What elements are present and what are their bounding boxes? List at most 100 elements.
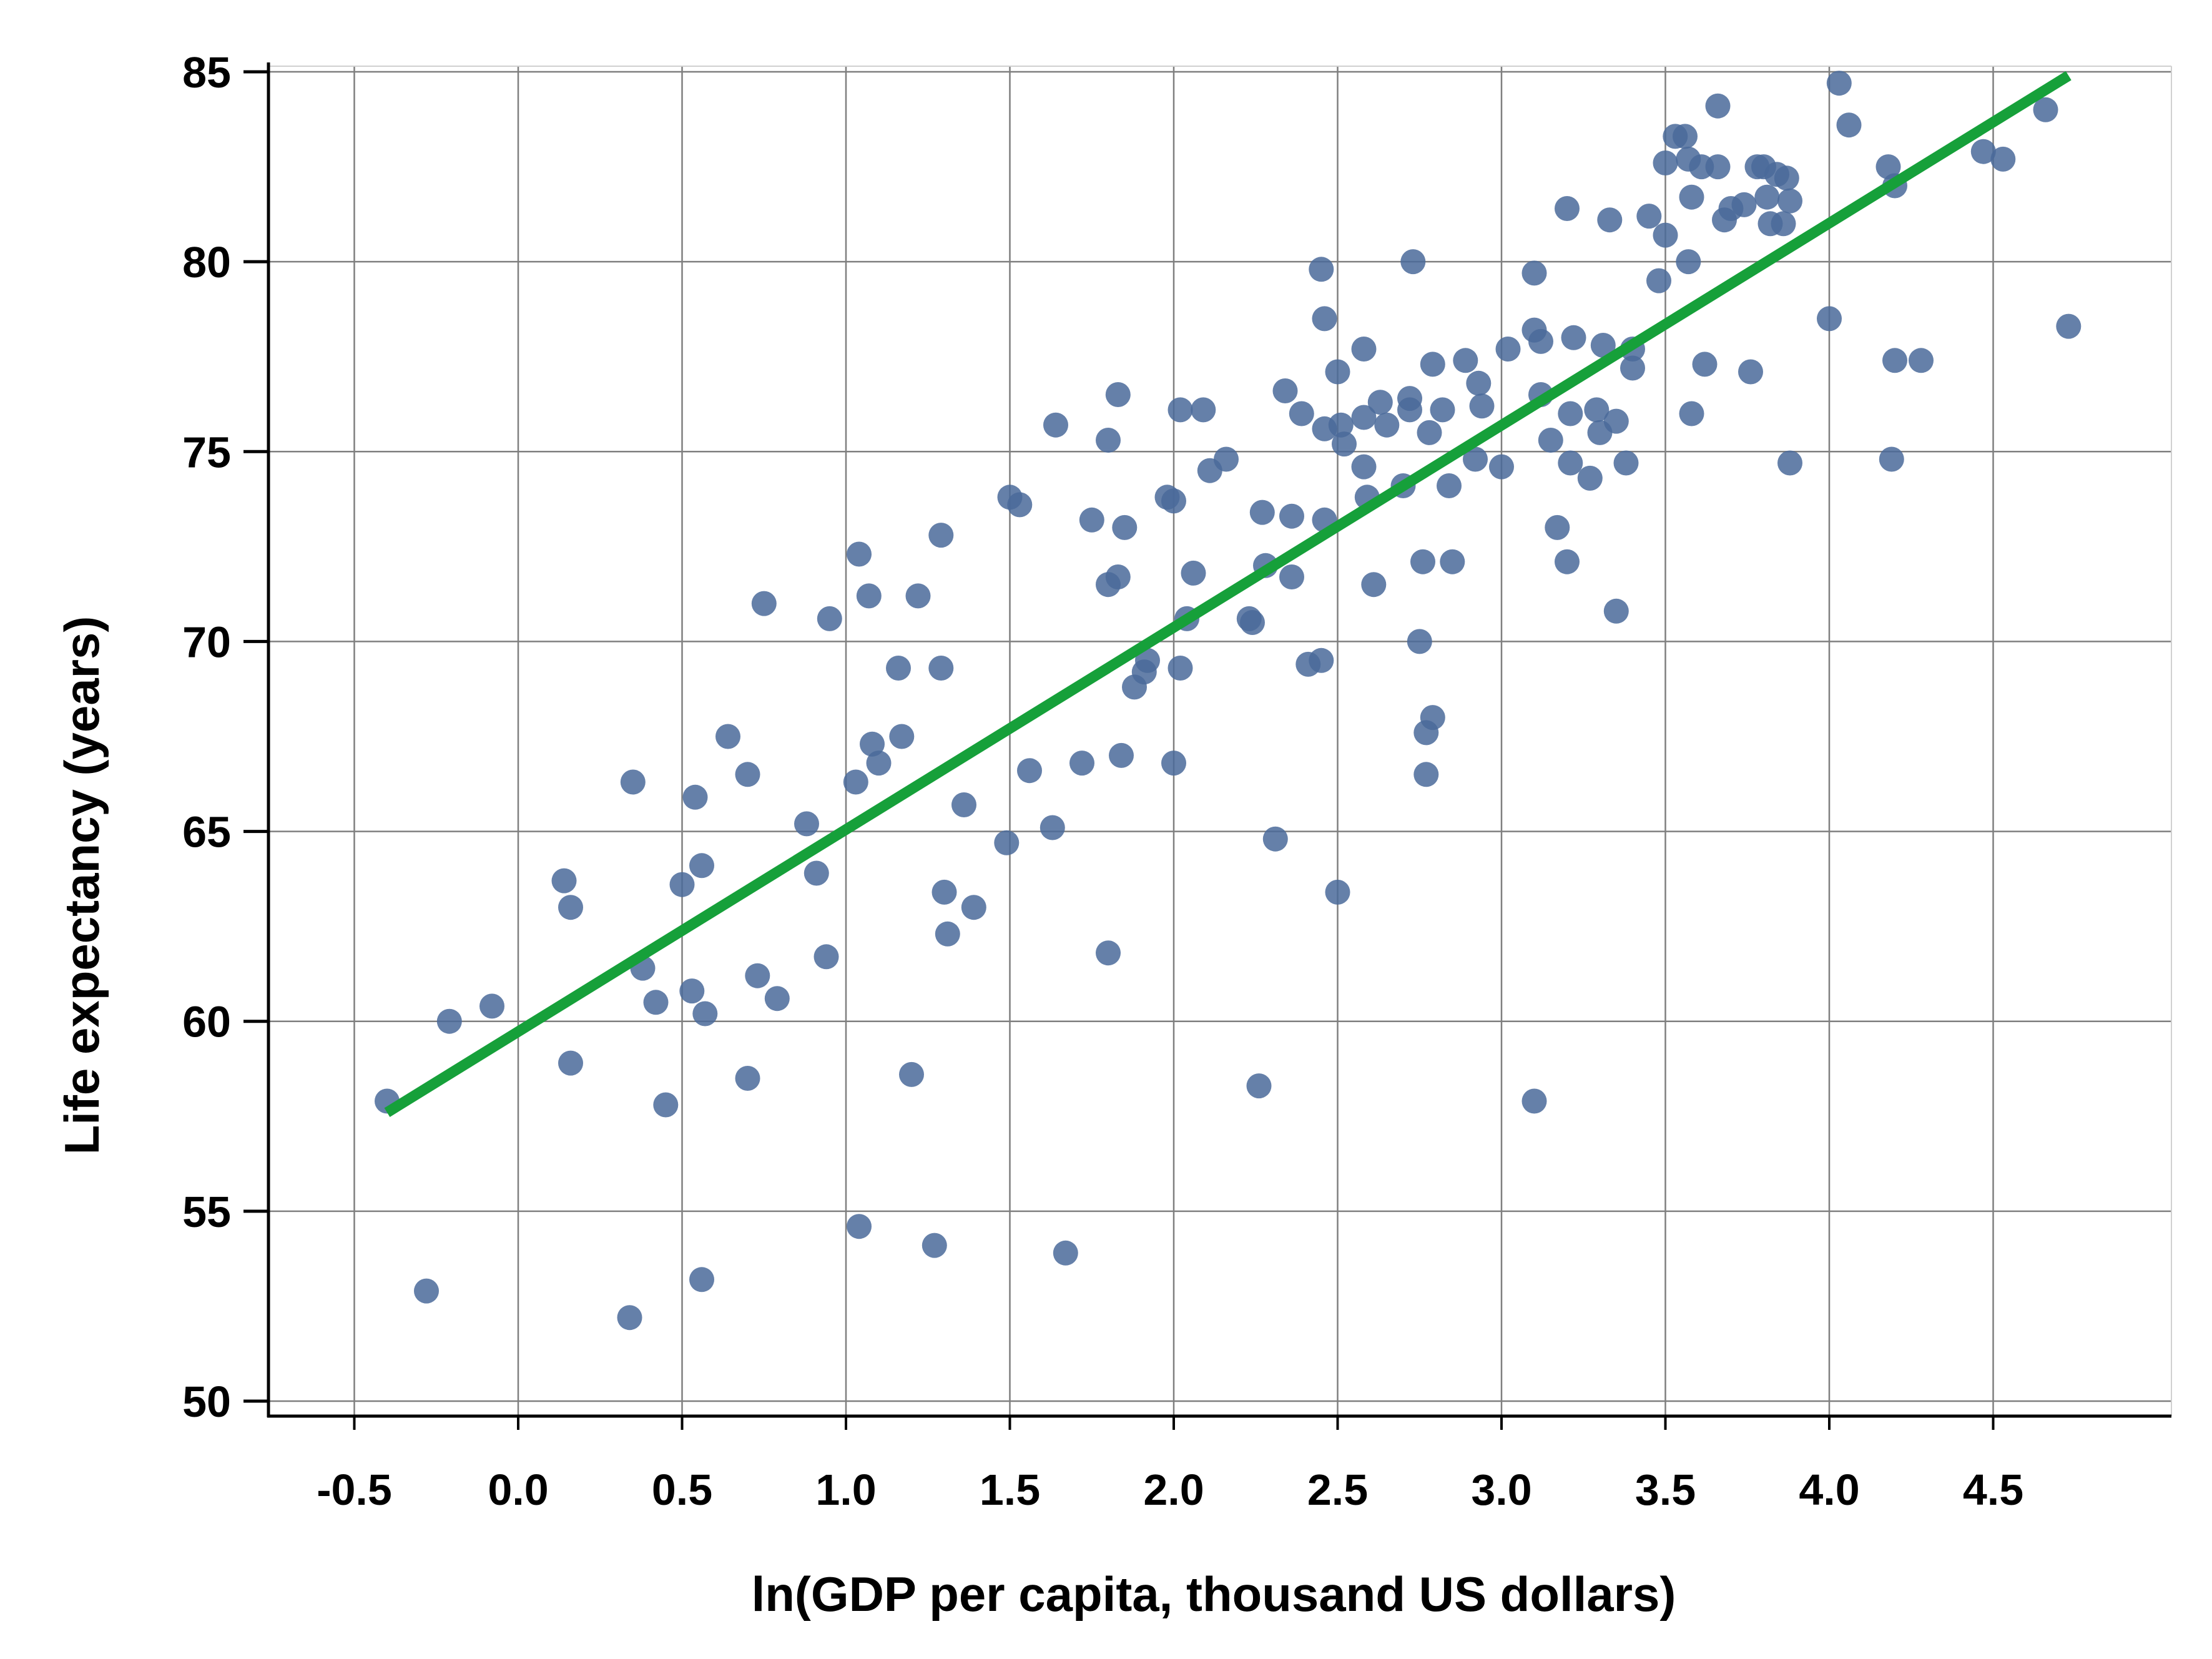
scatter-point xyxy=(1777,450,1802,476)
scatter-point xyxy=(1309,257,1334,282)
scatter-point xyxy=(1430,397,1455,423)
scatter-point xyxy=(1603,598,1629,624)
scatter-point xyxy=(1875,154,1901,180)
scatter-point xyxy=(1351,337,1377,362)
scatter-point xyxy=(1817,306,1842,332)
scatter-point xyxy=(692,1001,718,1026)
scatter-point xyxy=(1017,758,1042,784)
scatter-point xyxy=(1407,629,1432,654)
y-tick-label: 60 xyxy=(182,998,231,1046)
scatter-point xyxy=(1970,139,1996,164)
x-tick-label: 2.0 xyxy=(1143,1465,1204,1514)
x-tick-label: 4.5 xyxy=(1963,1465,2023,1514)
x-axis-title: ln(GDP per capita, thousand US dollars) xyxy=(752,1567,1676,1622)
scatter-point xyxy=(1774,165,1799,191)
scatter-point xyxy=(1161,751,1186,776)
scatter-point xyxy=(1325,359,1350,385)
scatter-point xyxy=(1561,325,1586,350)
scatter-point xyxy=(1771,211,1796,237)
scatter-point xyxy=(558,895,583,920)
scatter-point xyxy=(2056,313,2082,339)
scatter-point xyxy=(1679,401,1704,426)
scatter-point xyxy=(558,1050,583,1076)
scatter-point xyxy=(1463,446,1488,472)
x-tick-label: 3.5 xyxy=(1635,1465,1696,1514)
scatter-point xyxy=(679,978,705,1004)
scatter-point xyxy=(856,583,882,609)
scatter-point xyxy=(847,1214,872,1239)
y-axis-title: Life expectancy (years) xyxy=(54,616,109,1155)
scatter-point xyxy=(1613,450,1639,476)
scatter-point xyxy=(951,792,976,817)
scatter-point xyxy=(1191,397,1216,423)
scatter-point xyxy=(1374,412,1400,438)
x-tick-label: 3.0 xyxy=(1471,1465,1531,1514)
scatter-point xyxy=(1692,352,1718,377)
scatter-point xyxy=(689,1267,714,1292)
x-tick-label: 2.5 xyxy=(1307,1465,1368,1514)
scatter-point xyxy=(1826,71,1852,96)
scatter-point xyxy=(1053,1240,1078,1266)
scatter-point xyxy=(1731,192,1757,217)
x-tick-label: 0.5 xyxy=(652,1465,712,1514)
scatter-point xyxy=(1289,401,1314,426)
scatter-points xyxy=(375,71,2082,1331)
scatter-point xyxy=(1007,492,1033,518)
x-tick-label: 1.5 xyxy=(980,1465,1040,1514)
scatter-point xyxy=(1521,1088,1547,1114)
scatter-point xyxy=(1489,454,1514,480)
scatter-point xyxy=(1240,610,1265,635)
scatter-point xyxy=(1558,450,1583,476)
scatter-point xyxy=(1453,348,1478,373)
scatter-point xyxy=(1584,397,1610,423)
scatter-point xyxy=(1069,751,1094,776)
scatter-point xyxy=(1469,393,1495,419)
scatter-point xyxy=(1328,412,1354,438)
scatter-point xyxy=(1528,328,1553,354)
scatter-point xyxy=(1417,420,1442,445)
scatter-point xyxy=(1653,150,1678,175)
scatter-point xyxy=(1361,572,1387,598)
x-tick-label: -0.5 xyxy=(317,1465,392,1514)
scatter-point xyxy=(1590,333,1616,358)
scatter-point xyxy=(1466,370,1492,396)
scatter-point xyxy=(1135,647,1160,673)
scatter-point xyxy=(1096,428,1121,453)
scatter-point xyxy=(1105,564,1131,589)
scatter-point xyxy=(866,751,892,776)
scatter-point xyxy=(1279,503,1304,529)
scatter-point xyxy=(928,656,954,681)
scatter-point xyxy=(922,1233,947,1258)
scatter-point xyxy=(804,860,829,886)
scatter-point xyxy=(1043,412,1068,438)
scatter-point xyxy=(1577,465,1603,491)
scatter-point xyxy=(1112,514,1138,540)
scatter-point xyxy=(1777,188,1802,214)
scatter-point xyxy=(2033,97,2058,122)
scatter-point xyxy=(551,868,577,893)
scatter-point xyxy=(994,830,1020,855)
scatter-point xyxy=(1646,268,1671,293)
scatter-point xyxy=(1105,382,1131,407)
x-tick-label: 1.0 xyxy=(815,1465,876,1514)
scatter-point xyxy=(1079,507,1104,533)
scatter-point xyxy=(653,1092,679,1118)
scatter-point xyxy=(735,1066,760,1091)
scatter-point xyxy=(1738,359,1763,385)
scatter-point xyxy=(928,523,954,548)
scatter-point xyxy=(751,591,777,616)
scatter-point xyxy=(1410,549,1435,574)
scatter-point xyxy=(1909,348,1934,373)
scatter-point xyxy=(931,879,957,905)
scatter-point xyxy=(1167,656,1193,681)
scatter-point xyxy=(860,731,885,757)
scatter-point xyxy=(1161,488,1186,514)
scatter-point xyxy=(1312,306,1337,332)
scatter-point xyxy=(1676,249,1701,275)
scatter-point xyxy=(617,1305,642,1331)
scatter-point xyxy=(643,990,669,1015)
scatter-point xyxy=(1882,348,1907,373)
scatter-point xyxy=(715,724,740,749)
y-tick-label: 50 xyxy=(182,1377,231,1426)
